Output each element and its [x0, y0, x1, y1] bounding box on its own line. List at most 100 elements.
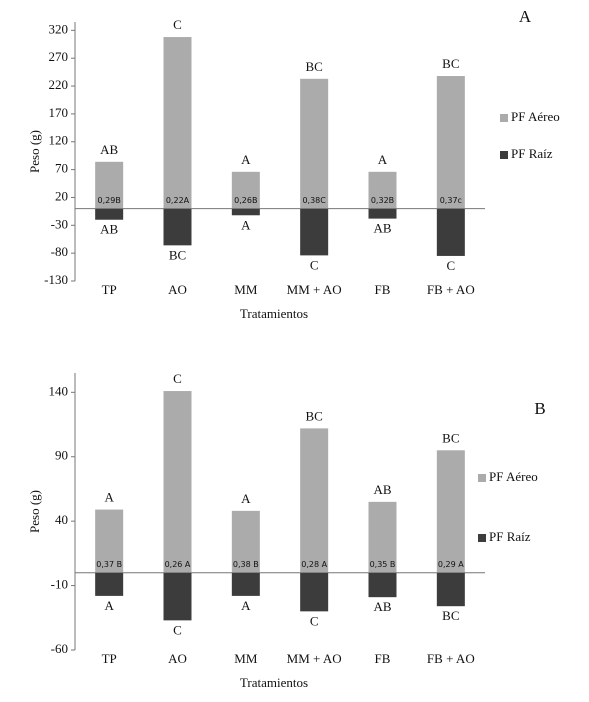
significance-letter: C [173, 622, 182, 637]
significance-letter: A [241, 217, 251, 232]
x-tick-label: TP [102, 651, 117, 666]
legend-swatch [478, 534, 486, 542]
bar [231, 572, 260, 596]
y-tick-label: 270 [49, 49, 69, 64]
inner-label: 0,32B [371, 196, 394, 205]
inner-label: 0,22A [166, 196, 190, 205]
significance-letter: AB [100, 222, 118, 237]
x-tick-label: AO [168, 282, 187, 297]
bar [368, 501, 397, 573]
significance-letter: A [378, 152, 388, 167]
x-axis-label: Tratamientos [240, 675, 308, 690]
bar [300, 572, 329, 612]
significance-letter: AB [373, 221, 391, 236]
significance-letter: C [310, 257, 319, 272]
significance-letter: AB [373, 599, 391, 614]
y-axis-label: Peso (g) [27, 130, 42, 173]
x-tick-label: AO [168, 651, 187, 666]
y-tick-label: 70 [55, 161, 68, 176]
bar [368, 572, 397, 598]
y-tick-label: -30 [51, 216, 68, 231]
bar [163, 208, 192, 246]
inner-label: 0,37 B [96, 560, 122, 569]
significance-letter: BC [442, 608, 459, 623]
significance-letter: A [241, 598, 251, 613]
x-tick-label: MM + AO [287, 282, 342, 297]
significance-letter: BC [305, 59, 322, 74]
legend-label: PF Raíz [489, 529, 531, 544]
y-tick-label: 320 [49, 21, 69, 36]
x-tick-label: MM [234, 651, 258, 666]
inner-label: 0,29B [98, 196, 121, 205]
significance-letter: BC [169, 247, 186, 262]
legend-label: PF Aéreo [489, 469, 538, 484]
bar [368, 171, 397, 209]
legend-label: PF Aéreo [511, 109, 560, 124]
bar [95, 572, 124, 596]
y-axis-label: Peso (g) [27, 490, 42, 533]
x-tick-label: FB [375, 282, 391, 297]
bar [436, 572, 465, 607]
x-tick-label: FB [375, 651, 391, 666]
significance-letter: BC [305, 408, 322, 423]
y-tick-label: 120 [49, 133, 69, 148]
inner-label: 0,26B [234, 196, 257, 205]
bar [95, 161, 124, 209]
legend-label: PF Raíz [511, 146, 553, 161]
significance-letter: C [173, 17, 182, 32]
y-tick-label: -10 [51, 577, 68, 592]
y-tick-label: -60 [51, 641, 68, 656]
inner-label: 0,38 B [233, 560, 259, 569]
bar [163, 37, 192, 209]
y-tick-label: -130 [44, 272, 68, 287]
legend-swatch [500, 114, 508, 122]
bar [300, 428, 329, 573]
x-tick-label: FB + AO [427, 282, 475, 297]
bar [368, 208, 397, 219]
bar [231, 510, 260, 573]
significance-letter: A [104, 490, 114, 505]
significance-letter: AB [100, 142, 118, 157]
y-tick-label: 220 [49, 77, 69, 92]
x-tick-label: TP [102, 282, 117, 297]
y-tick-label: 90 [55, 448, 68, 463]
x-tick-label: MM + AO [287, 651, 342, 666]
significance-letter: C [310, 613, 319, 628]
y-tick-label: 40 [55, 512, 68, 527]
y-tick-label: 170 [49, 105, 69, 120]
y-tick-label: 20 [55, 188, 68, 203]
bar [436, 76, 465, 209]
bar [95, 509, 124, 573]
x-tick-label: MM [234, 282, 258, 297]
significance-letter: C [446, 258, 455, 273]
legend-swatch [500, 151, 508, 159]
significance-letter: A [241, 491, 251, 506]
significance-letter: A [104, 598, 114, 613]
inner-label: 0,38C [302, 196, 326, 205]
inner-label: 0,37c [440, 196, 462, 205]
panel-label: B [534, 399, 545, 418]
inner-label: 0,28 A [301, 560, 327, 569]
bar [436, 450, 465, 573]
inner-label: 0,26 A [165, 560, 191, 569]
y-tick-label: -80 [51, 244, 68, 259]
significance-letter: C [173, 371, 182, 386]
panel-label: A [519, 7, 532, 26]
inner-label: 0,35 B [370, 560, 396, 569]
significance-letter: BC [442, 430, 459, 445]
bar [300, 208, 329, 256]
bar [163, 572, 192, 621]
inner-label: 0,29 A [438, 560, 464, 569]
bar [300, 78, 329, 209]
bar [436, 208, 465, 256]
x-axis-label: Tratamientos [240, 306, 308, 321]
significance-letter: A [241, 152, 251, 167]
legend-swatch [478, 474, 486, 482]
bar [163, 391, 192, 573]
bar [231, 171, 260, 209]
significance-letter: AB [373, 482, 391, 497]
significance-letter: BC [442, 56, 459, 71]
bar [95, 208, 124, 220]
y-tick-label: 140 [49, 383, 69, 398]
